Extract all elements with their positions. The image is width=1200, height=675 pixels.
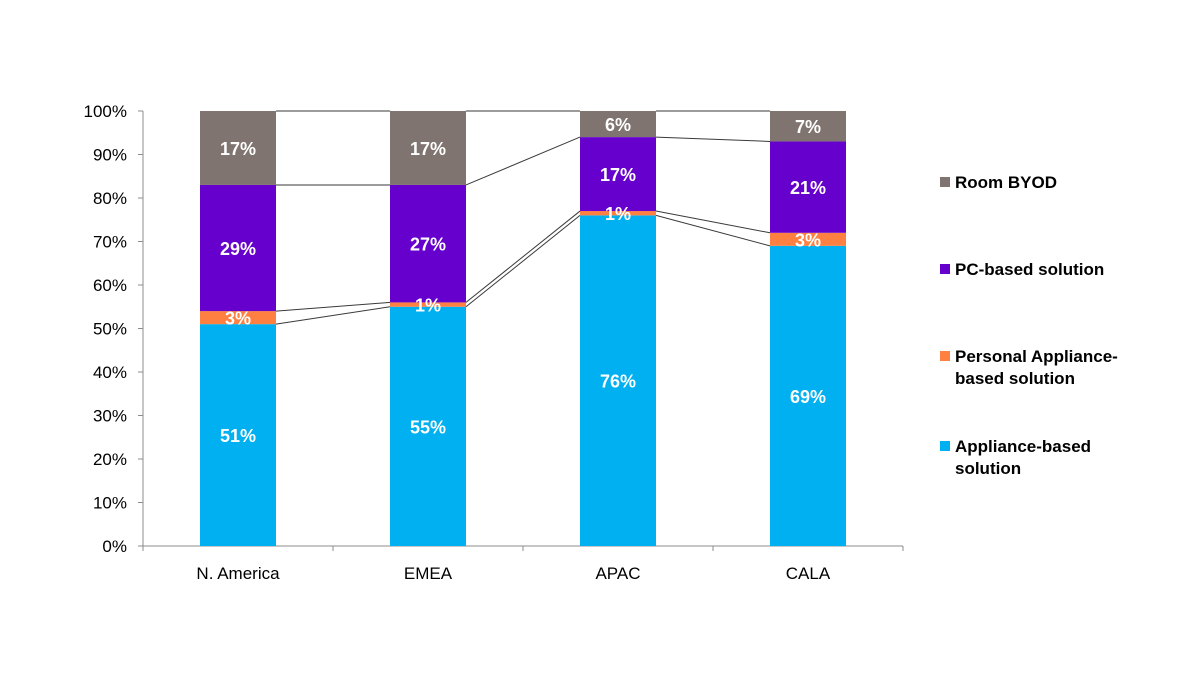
legend-label: Appliance-based solution xyxy=(955,437,1091,478)
x-category-label: CALA xyxy=(786,564,831,583)
legend-label: Personal Appliance-based solution xyxy=(955,347,1118,388)
bar-segment xyxy=(390,184,466,303)
legend: Room BYOD PC-based solution Personal Appli… xyxy=(940,173,1118,478)
data-label: 21% xyxy=(790,178,826,198)
series-connector-line xyxy=(465,136,581,186)
data-label: 27% xyxy=(410,235,446,255)
data-label: 3% xyxy=(225,309,251,329)
data-label: 1% xyxy=(605,204,631,224)
y-tick-label: 20% xyxy=(93,450,127,469)
bar-segment xyxy=(580,215,656,546)
legend-swatch xyxy=(940,264,950,274)
y-tick-label: 60% xyxy=(93,276,127,295)
y-tick-label: 100% xyxy=(84,102,127,121)
data-label: 17% xyxy=(600,165,636,185)
bar-segment xyxy=(390,302,466,307)
data-label: 55% xyxy=(410,417,446,437)
bar-segment xyxy=(200,324,276,546)
bar-segment xyxy=(770,141,846,233)
legend-swatch xyxy=(940,177,950,187)
bar-segment xyxy=(200,184,276,312)
data-label: 51% xyxy=(220,426,256,446)
x-category-label: APAC xyxy=(595,564,640,583)
x-category-label: N. America xyxy=(196,564,280,583)
data-label: 6% xyxy=(605,115,631,135)
bar-segment xyxy=(200,111,276,185)
bar-segment xyxy=(200,311,276,325)
bar-segment xyxy=(770,111,846,142)
bar-segment xyxy=(390,306,466,546)
bar-segment xyxy=(580,137,656,212)
plot-area: 0% 10% 20% 30% 40% 50% 60% 70% 80% 90% 100% N. Amer… xyxy=(84,102,904,583)
legend-swatch xyxy=(940,351,950,361)
data-label: 17% xyxy=(220,139,256,159)
y-tick-label: 0% xyxy=(102,537,127,556)
series-connector-line xyxy=(275,306,391,325)
y-tick-label: 40% xyxy=(93,363,127,382)
data-label: 1% xyxy=(415,296,441,316)
legend-swatch xyxy=(940,441,950,451)
legend-label: PC-based solution xyxy=(955,260,1104,279)
data-label: 3% xyxy=(795,230,821,250)
y-tick-label: 80% xyxy=(93,189,127,208)
bar-segment xyxy=(580,211,656,216)
series-connector-line xyxy=(655,210,771,234)
y-tick-label: 30% xyxy=(93,407,127,426)
y-tick-label: 50% xyxy=(93,320,127,339)
data-label: 69% xyxy=(790,387,826,407)
series-connector-line xyxy=(465,215,581,308)
y-tick-label: 10% xyxy=(93,494,127,513)
bar-segment xyxy=(770,232,846,246)
series-connector-line xyxy=(465,210,581,303)
data-label: 7% xyxy=(795,117,821,137)
bar-segment xyxy=(580,111,656,138)
data-label: 76% xyxy=(600,372,636,392)
data-label: 17% xyxy=(410,139,446,159)
series-connector-line xyxy=(655,136,771,142)
series-connector-line xyxy=(275,301,391,312)
bar-segment xyxy=(770,245,846,546)
data-label: 29% xyxy=(220,239,256,259)
x-category-label: EMEA xyxy=(404,564,453,583)
bar-segment xyxy=(390,111,466,185)
y-tick-label: 70% xyxy=(93,233,127,252)
series-connector-line xyxy=(655,214,771,247)
y-tick-label: 90% xyxy=(93,146,127,165)
legend-label: Room BYOD xyxy=(955,173,1057,192)
